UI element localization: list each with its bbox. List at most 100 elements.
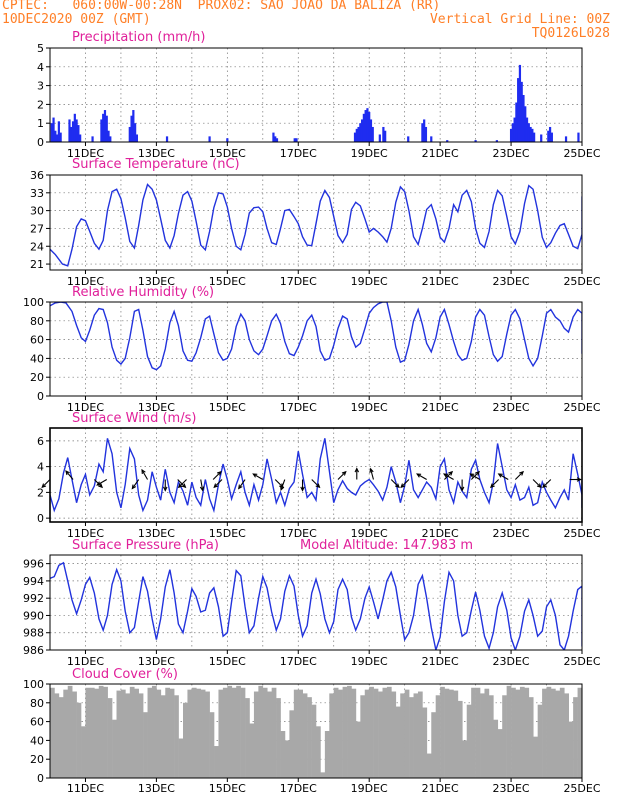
wind-arrow bbox=[532, 479, 542, 489]
x-tick-label: 17DEC bbox=[280, 401, 317, 414]
cloud-bar bbox=[116, 690, 122, 778]
cloud-bar bbox=[236, 685, 241, 778]
cloud-bar bbox=[550, 688, 556, 778]
x-tick-label: 21DEC bbox=[422, 782, 459, 795]
cloud-bar bbox=[422, 707, 428, 778]
x-tick-label: 23DEC bbox=[493, 147, 530, 160]
x-tick-label: 23DEC bbox=[493, 782, 530, 795]
cloud-bar bbox=[218, 689, 224, 778]
wind-title: Surface Wind (m/s) bbox=[72, 411, 196, 426]
cloud-bar bbox=[404, 689, 410, 778]
x-tick-label: 23DEC bbox=[493, 275, 530, 288]
cloud-bar bbox=[169, 688, 175, 778]
precip-bar bbox=[208, 136, 211, 142]
cloud-bar bbox=[329, 693, 335, 778]
cloud-bar bbox=[493, 719, 499, 778]
y-tick-label: 992 bbox=[23, 592, 44, 605]
cloud-bar bbox=[151, 685, 157, 778]
y-tick-label: 33 bbox=[30, 187, 44, 200]
precip-bar bbox=[73, 113, 76, 142]
cloud-bar bbox=[134, 688, 139, 778]
y-tick-label: 0 bbox=[37, 512, 44, 525]
cloud-bar bbox=[271, 687, 277, 778]
precip-bar bbox=[371, 126, 374, 142]
precip-bar bbox=[531, 128, 534, 142]
cloud-bar bbox=[400, 693, 405, 778]
cloud-bar bbox=[174, 695, 179, 778]
precip-bar bbox=[71, 121, 75, 142]
y-tick-label: 0 bbox=[37, 772, 44, 785]
precip-bar bbox=[50, 123, 53, 142]
cloud-bar bbox=[542, 688, 547, 778]
y-tick-label: 5 bbox=[37, 42, 44, 55]
cloud-frame bbox=[49, 683, 583, 779]
cloud-bar bbox=[289, 710, 295, 778]
precip-bar bbox=[430, 136, 433, 142]
cloud-bar bbox=[426, 753, 432, 778]
x-tick-label: 23DEC bbox=[493, 401, 530, 414]
x-tick-label: 19DEC bbox=[351, 275, 388, 288]
wind-arrow bbox=[213, 479, 223, 489]
precip-bar bbox=[382, 126, 385, 142]
rh-series-line bbox=[50, 302, 582, 371]
x-tick-label: 15DEC bbox=[209, 147, 246, 160]
x-tick-label: 21DEC bbox=[422, 655, 459, 668]
y-tick-label: 20 bbox=[30, 371, 44, 384]
cloud-bar bbox=[276, 698, 281, 778]
cloud-bar bbox=[245, 698, 250, 778]
precip-bar bbox=[446, 140, 449, 142]
cloud-bar bbox=[555, 690, 561, 778]
wind-arrow bbox=[177, 479, 187, 489]
cloud-panel: 0 20 40 60 80 100 11DEC 13DEC 15DEC 17DEC 19DEC 21D… bbox=[23, 667, 601, 795]
x-tick-label: 11DEC bbox=[67, 527, 104, 540]
y-tick-label: 3 bbox=[37, 80, 44, 93]
cloud-bar bbox=[475, 687, 481, 778]
precip-bar bbox=[550, 132, 553, 142]
cloud-bar bbox=[546, 686, 552, 778]
precip-bar bbox=[360, 119, 364, 142]
x-tick-label: 11DEC bbox=[67, 401, 104, 414]
y-tick-label: 30 bbox=[30, 205, 44, 218]
cloud-bar bbox=[284, 740, 290, 778]
precip-bar bbox=[132, 110, 135, 142]
x-tick-label: 19DEC bbox=[351, 655, 388, 668]
cloud-bar bbox=[528, 697, 534, 778]
cloud-bar bbox=[258, 685, 264, 778]
precip-bar bbox=[424, 126, 428, 142]
cloud-bar bbox=[333, 687, 339, 778]
precip-bar bbox=[540, 134, 543, 142]
precip-bar bbox=[511, 123, 514, 142]
precip-bar bbox=[495, 140, 498, 142]
precip-bar bbox=[55, 134, 59, 142]
x-tick-label: 13DEC bbox=[138, 147, 175, 160]
precip-bar bbox=[59, 132, 62, 142]
cloud-bar bbox=[444, 688, 450, 778]
cloud-bar bbox=[515, 689, 521, 778]
wind-arrow bbox=[212, 470, 222, 480]
x-tick-label: 15DEC bbox=[209, 782, 246, 795]
wind-arrow bbox=[199, 479, 205, 492]
pres-title: Surface Pressure (hPa) bbox=[72, 538, 219, 553]
precip-bar bbox=[68, 119, 71, 142]
y-tick-label: 996 bbox=[23, 558, 44, 571]
cloud-bar bbox=[471, 687, 476, 778]
y-tick-label: 21 bbox=[30, 258, 44, 271]
cloud-bar bbox=[205, 691, 210, 778]
cloud-bar bbox=[537, 704, 543, 778]
x-tick-label: 15DEC bbox=[209, 401, 246, 414]
cloud-bar bbox=[231, 687, 237, 778]
x-tick-label: 25DEC bbox=[563, 655, 600, 668]
cloud-bar bbox=[519, 686, 525, 778]
temp-panel: 21 24 27 30 33 36 11DEC 13DEC 15DEC 17DEC 19DEC 21D… bbox=[30, 157, 601, 288]
cloud-bar bbox=[524, 687, 530, 778]
x-tick-label: 19DEC bbox=[351, 527, 388, 540]
x-tick-label: 19DEC bbox=[351, 401, 388, 414]
precip-bar bbox=[75, 119, 78, 142]
x-tick-label: 13DEC bbox=[138, 527, 175, 540]
precip-bar bbox=[564, 136, 568, 142]
y-tick-label: 0 bbox=[37, 390, 44, 403]
cloud-bar bbox=[85, 687, 91, 778]
cloud-bar bbox=[347, 685, 352, 778]
cloud-bar bbox=[316, 726, 321, 778]
